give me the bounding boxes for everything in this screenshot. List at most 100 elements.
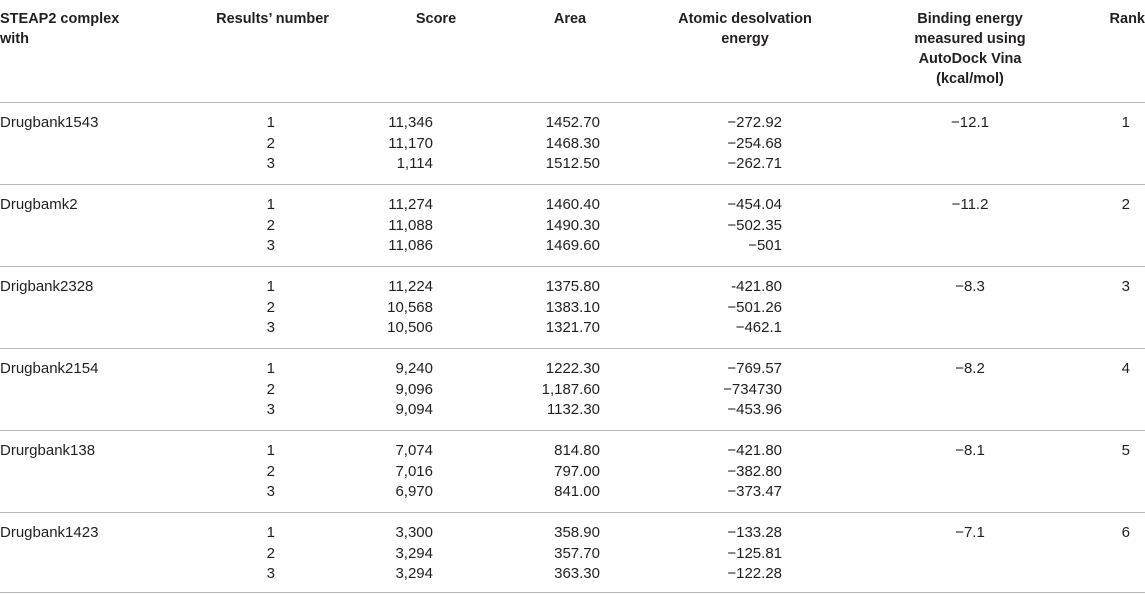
results-column: 1 2 3 (267, 441, 275, 503)
area-value: 1132.30 (546, 401, 600, 418)
score-value: 1,114 (396, 155, 433, 172)
area-value: 1490.30 (545, 216, 600, 234)
score-value: 11,088 (388, 216, 433, 234)
rank-value: 6 (1121, 524, 1130, 541)
rank-value: 2 (1121, 196, 1130, 213)
score-value: 3,294 (395, 544, 433, 562)
desolvation-value: −454.04 (727, 196, 782, 213)
areas-column: 1222.30 1,187.60 1132.30 (542, 359, 600, 421)
area-value: 1452.70 (545, 114, 600, 131)
area-value: 1383.10 (545, 298, 600, 316)
desolvation-value: −133.28 (727, 524, 782, 541)
area-value: 797.00 (554, 462, 600, 480)
header-complex: STEAP2 complex with (0, 11, 120, 47)
row-divider (0, 430, 1145, 431)
result-number: 3 (266, 237, 275, 254)
table-row: Drigbank2328 1 2 3 11,224 10,568 10,506 1375.80… (0, 267, 1145, 349)
areas-column: 814.80 797.00 841.00 (554, 441, 600, 503)
result-number: 1 (266, 114, 275, 131)
score-value: 3,294 (395, 565, 433, 582)
row-divider (0, 266, 1145, 267)
areas-column: 1460.40 1490.30 1469.60 (546, 195, 600, 257)
row-divider (0, 184, 1145, 185)
scores-column: 9,240 9,096 9,094 (395, 359, 433, 421)
area-value: 1321.70 (545, 319, 600, 336)
scores-column: 11,346 11,170 1,114 (388, 113, 433, 175)
binding-energy-value: −8.3 (955, 278, 985, 295)
results-column: 1 2 3 (267, 523, 275, 585)
desolvation-value: −262.71 (727, 155, 782, 172)
complex-name: Drugbamk2 (0, 196, 78, 213)
binding-energy-value: −8.2 (955, 360, 985, 377)
score-value: 3,300 (395, 524, 433, 541)
score-value: 9,096 (395, 380, 433, 398)
desolvation-value: −382.80 (727, 462, 782, 480)
table-row: Drugbank1423 1 2 3 3,300 3,294 3,294 358.90 357.… (0, 513, 1145, 595)
result-number: 2 (266, 216, 275, 234)
areas-column: 1375.80 1383.10 1321.70 (546, 277, 600, 339)
result-number: 2 (266, 462, 275, 480)
header-atomic-desolvation: Atomic desolvation energy (678, 11, 812, 47)
area-value: 1,187.60 (541, 380, 600, 398)
result-number: 1 (266, 278, 275, 295)
score-value: 6,970 (395, 483, 433, 500)
score-value: 11,346 (388, 114, 433, 131)
area-value: 1468.30 (545, 134, 600, 152)
score-value: 11,170 (388, 134, 433, 152)
desolvation-column: −133.28 −125.81 −122.28 (727, 523, 782, 585)
desolvation-value: −122.28 (727, 565, 782, 582)
result-number: 2 (266, 298, 275, 316)
desolvation-value: −254.68 (727, 134, 782, 152)
header-rank: Rank (1109, 11, 1145, 27)
desolvation-value: −125.81 (727, 544, 782, 562)
desolvation-value: −502.35 (727, 216, 782, 234)
rank-value: 1 (1121, 114, 1130, 131)
desolvation-value: −734730 (723, 380, 782, 398)
desolvation-value: −453.96 (727, 401, 782, 418)
area-value: 1512.50 (545, 155, 600, 172)
area-value: 357.70 (554, 544, 600, 562)
rank-value: 4 (1121, 360, 1130, 377)
complex-name: Drugbank1423 (0, 524, 99, 541)
results-column: 1 2 3 (267, 359, 275, 421)
table-row: Drurgbank138 1 2 3 7,074 7,016 6,970 814.80 797.… (0, 431, 1145, 513)
score-value: 11,224 (388, 278, 433, 295)
complex-name: Drigbank2328 (0, 278, 94, 295)
desolvation-value: -421.80 (731, 278, 782, 295)
desolvation-column: −769.57 −734730 −453.96 (723, 359, 782, 421)
table-row: Drugbank2154 1 2 3 9,240 9,096 9,094 1222.30 1,1… (0, 349, 1145, 431)
desolvation-value: −501 (748, 237, 782, 254)
scores-column: 11,224 10,568 10,506 (387, 277, 433, 339)
area-value: 1222.30 (545, 360, 600, 377)
score-value: 11,086 (388, 237, 433, 254)
result-number: 1 (266, 360, 275, 377)
table-row: Drugbank1543 1 2 3 11,346 11,170 1,114 1452.70 1… (0, 103, 1145, 185)
result-number: 3 (266, 155, 275, 172)
area-value: 1375.80 (545, 278, 600, 295)
score-value: 10,506 (387, 319, 433, 336)
area-value: 1469.60 (545, 237, 600, 254)
area-value: 358.90 (554, 524, 600, 541)
results-column: 1 2 3 (267, 113, 275, 175)
result-number: 1 (266, 442, 275, 459)
result-number: 3 (266, 483, 275, 500)
score-value: 9,240 (395, 360, 433, 377)
rank-value: 3 (1121, 278, 1130, 295)
result-number: 3 (266, 565, 275, 582)
complex-name: Drugbank1543 (0, 114, 99, 131)
binding-energy-value: −12.1 (951, 114, 989, 131)
desolvation-column: −454.04 −502.35 −501 (727, 195, 782, 257)
desolvation-value: −769.57 (727, 360, 782, 377)
score-value: 11,274 (388, 196, 433, 213)
complex-name: Drurgbank138 (0, 442, 96, 459)
results-column: 1 2 3 (267, 277, 275, 339)
areas-column: 358.90 357.70 363.30 (554, 523, 600, 585)
desolvation-value: −421.80 (727, 442, 782, 459)
row-divider (0, 512, 1145, 513)
row-divider (0, 348, 1145, 349)
binding-energy-value: −11.2 (951, 196, 989, 213)
desolvation-value: −501.26 (727, 298, 782, 316)
desolvation-value: −373.47 (727, 483, 782, 500)
result-number: 2 (266, 380, 275, 398)
desolvation-value: −272.92 (727, 114, 782, 131)
